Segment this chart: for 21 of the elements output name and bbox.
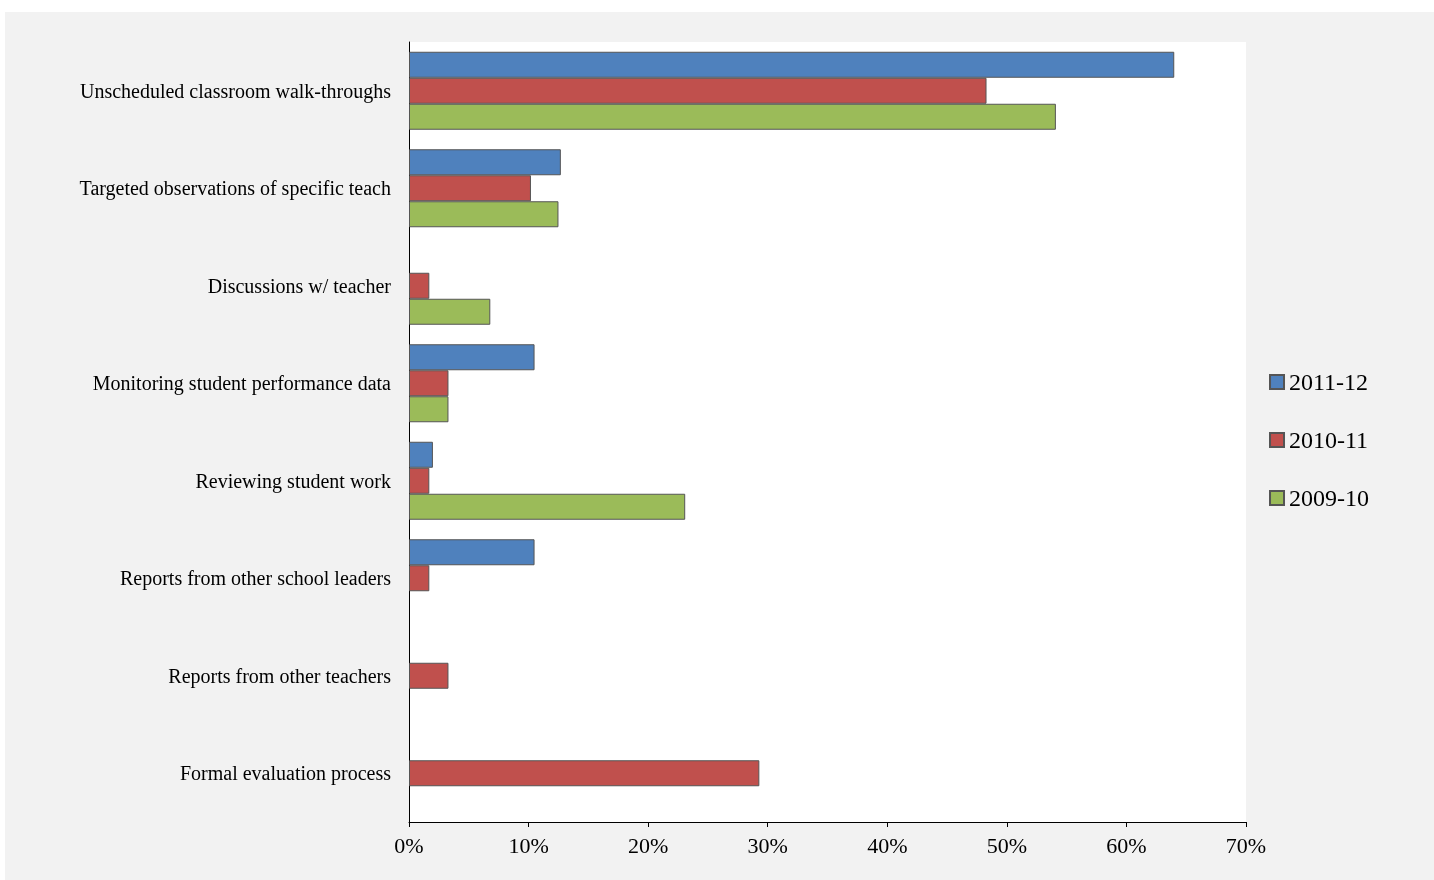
legend-label: 2010-11 [1289,427,1369,453]
x-tick-label: 0% [394,832,424,858]
x-tick-label: 60% [1106,832,1147,858]
y-tick-label: Unscheduled classroom walk-throughs [79,79,392,103]
y-tick-label: Discussions w/ teacher [207,274,392,297]
x-tick-label: 10% [508,832,549,858]
x-tick-label: 40% [867,832,908,858]
y-tick-label: Reports from other school leaders [119,567,392,591]
x-tick-label: 50% [986,832,1028,858]
y-tick-label: Reviewing student work [195,469,391,493]
y-tick-label: Targeted observations of specific teach [79,177,391,201]
x-tick-label: 30% [747,832,788,858]
legend-label: 2009-10 [1289,485,1370,511]
legend-label: 2011-12 [1289,369,1369,395]
x-tick-label: 70% [1225,832,1267,858]
y-tick-label: Formal evaluation process [179,762,392,786]
y-tick-label: Monitoring student performance data [92,372,392,396]
x-tick-label: 20% [627,832,669,858]
bar [409,662,449,689]
bar [409,760,760,787]
y-tick-label: Reports from other teachers [168,664,392,688]
